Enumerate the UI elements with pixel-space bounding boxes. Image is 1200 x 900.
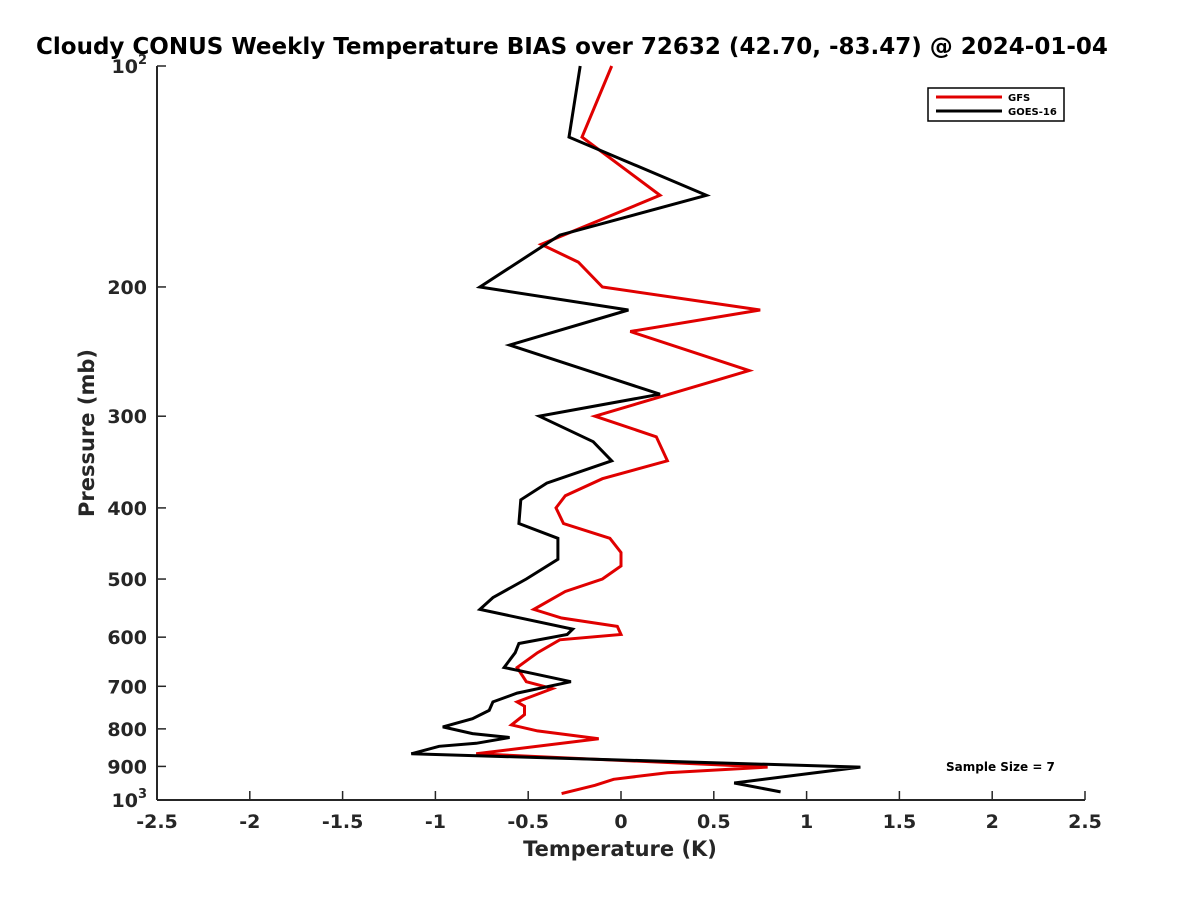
y-tick-label: 103 [112,787,148,812]
y-tick-label: 500 [107,569,147,591]
y-tick-label: 300 [107,406,147,428]
x-tick-label: -2 [239,811,260,833]
x-tick-label: 1.5 [883,811,917,833]
legend-box [927,87,1065,122]
legend-label: GOES-16 [1008,107,1057,118]
x-tick-label: 2 [986,811,999,833]
sample-size-annotation: Sample Size = 7 [946,760,1055,774]
y-tick-label: 400 [107,498,147,520]
series-line-goes-16 [410,65,861,794]
y-tick-label: 200 [107,277,147,299]
x-tick-label: -1 [425,811,446,833]
y-tick-label: 600 [107,627,147,649]
y-tick-label: 700 [107,676,147,698]
x-tick-label: -0.5 [507,811,549,833]
x-tick-label: 0.5 [697,811,731,833]
y-tick-label: 102 [112,53,148,78]
y-axis-label: Pressure (mb) [75,349,99,517]
series-line-gfs [476,65,768,796]
legend-label: GFS [1008,93,1030,104]
x-tick-label: 2.5 [1068,811,1102,833]
legend: GFS GOES-16 [927,87,1065,122]
plot-area: -2.5 -2 -1.5 -1 -0.5 0 0.5 1 1.5 2 2.5 102 200 300 400… [107,53,1102,833]
chart-title: Cloudy CONUS Weekly Temperature BIAS ove… [36,34,1108,60]
y-tick-label: 800 [107,719,147,741]
x-tick-label: 1 [800,811,813,833]
x-tick-label: -2.5 [136,811,178,833]
x-tick-label: 0 [614,811,627,833]
x-axis-label: Temperature (K) [523,837,717,861]
x-tick-label: -1.5 [322,811,364,833]
y-tick-label: 900 [107,756,147,778]
